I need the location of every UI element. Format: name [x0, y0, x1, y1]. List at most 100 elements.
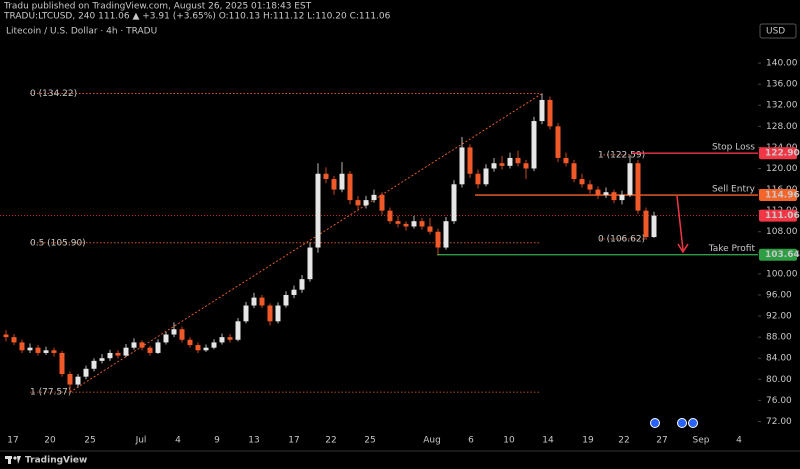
candle-body [643, 210, 649, 237]
fib-label: 1 (77.57) [30, 388, 71, 398]
candle-body [139, 342, 145, 348]
published-line: Tradu published on TradingView.com, Augu… [3, 2, 312, 12]
candle-body [339, 173, 345, 190]
fib-label: 1 (122.59) [598, 150, 645, 160]
candle-body [123, 347, 129, 356]
candle-body [507, 157, 513, 166]
candle-body [491, 163, 497, 169]
candle-body [307, 247, 313, 280]
currency: USD [766, 27, 785, 37]
candle-body [291, 289, 297, 295]
y-tick-label: 136.00 [766, 80, 798, 90]
level-name: Take Profit [708, 244, 756, 254]
fib-label: 0.5 (105.90) [30, 238, 86, 248]
candle-body [419, 221, 425, 227]
candle-body [555, 126, 561, 158]
y-tick-label: 120.00 [766, 164, 798, 174]
candle-body [299, 279, 305, 290]
currency-box[interactable] [759, 23, 797, 39]
x-tick-label: Sep [693, 436, 710, 446]
y-tick-label: 84.00 [766, 354, 792, 364]
candle-body [563, 157, 569, 164]
candle-body [43, 350, 49, 353]
candle-body [347, 173, 353, 201]
tv-logo [5, 456, 21, 464]
y-tick-label: 108.00 [766, 227, 798, 237]
candle-body [603, 192, 609, 195]
candle-body [107, 352, 113, 359]
x-tick-label: 14 [542, 436, 554, 446]
candle-body [403, 223, 409, 227]
level-price: 122.90 [765, 149, 800, 159]
y-tick-label: 88.00 [766, 333, 792, 343]
candle-body [363, 200, 369, 206]
candle-body [323, 173, 329, 180]
x-tick-label: 4 [175, 436, 181, 446]
candle-body [275, 305, 281, 322]
candle-body [131, 342, 137, 348]
last-price-box [759, 209, 797, 222]
candle-body [195, 345, 201, 351]
x-tick-label: 10 [503, 436, 515, 446]
candle-body [651, 215, 657, 237]
candle-body [83, 368, 89, 377]
candle-body [451, 184, 457, 222]
fib-trend [69, 93, 543, 393]
x-tick-label: Aug [423, 436, 441, 446]
candle-body [91, 360, 97, 369]
x-tick-label: 27 [656, 436, 667, 446]
candle-body [187, 339, 193, 346]
candle-body [219, 337, 225, 343]
x-tick-label: 20 [44, 436, 56, 446]
candle-body [443, 221, 449, 248]
candle-body [531, 121, 537, 169]
candle-body [355, 200, 361, 206]
y-tick-label: 100.00 [766, 269, 798, 279]
symbol-line: TRADU:LTCUSD, 240 111.06 ▲ +3.91 (+3.65%… [3, 12, 391, 22]
candle-body [51, 350, 57, 353]
x-tick-label: 13 [248, 436, 259, 446]
level-price-box [759, 189, 797, 202]
candle-body [115, 352, 121, 356]
candle-body [459, 147, 465, 185]
x-tick-label: 22 [618, 436, 629, 446]
x-tick-label: 9 [214, 436, 220, 446]
candle-body [387, 210, 393, 222]
candle-body [587, 184, 593, 190]
x-tick-label: 22 [325, 436, 336, 446]
candle-body [27, 347, 33, 351]
candle-body [475, 173, 481, 185]
y-tick-label: 80.00 [766, 375, 792, 385]
x-tick-label: Jul [135, 436, 147, 446]
candle-body [579, 179, 585, 185]
brand: TradingView [25, 456, 87, 466]
level-price: 103.64 [765, 250, 800, 260]
fib-label: 0 (134.22) [30, 89, 77, 99]
x-tick-label: 6 [468, 436, 474, 446]
x-tick-label: 25 [364, 436, 375, 446]
candle-body [571, 163, 577, 180]
candle-body [547, 99, 553, 127]
candle-body [523, 163, 529, 169]
projection-arrow [676, 195, 689, 254]
x-tick-label: 25 [84, 436, 95, 446]
x-tick-label: 19 [582, 436, 594, 446]
candle-body [395, 221, 401, 224]
candle-body [19, 342, 25, 351]
x-tick-label: 4 [736, 436, 742, 446]
candle-body [483, 168, 489, 185]
x-tick-label: 17 [7, 436, 18, 446]
candle-body [171, 329, 177, 335]
candle-body [611, 192, 617, 201]
candle-body [627, 163, 633, 195]
y-tick-label: 92.00 [766, 312, 792, 322]
candle-body [35, 347, 41, 353]
y-tick-label: 76.00 [766, 396, 792, 406]
event-icons[interactable] [650, 418, 698, 428]
candle-body [147, 347, 153, 353]
level-name: Stop Loss [712, 143, 755, 153]
level-price-box [759, 248, 797, 261]
candle-body [499, 163, 505, 166]
